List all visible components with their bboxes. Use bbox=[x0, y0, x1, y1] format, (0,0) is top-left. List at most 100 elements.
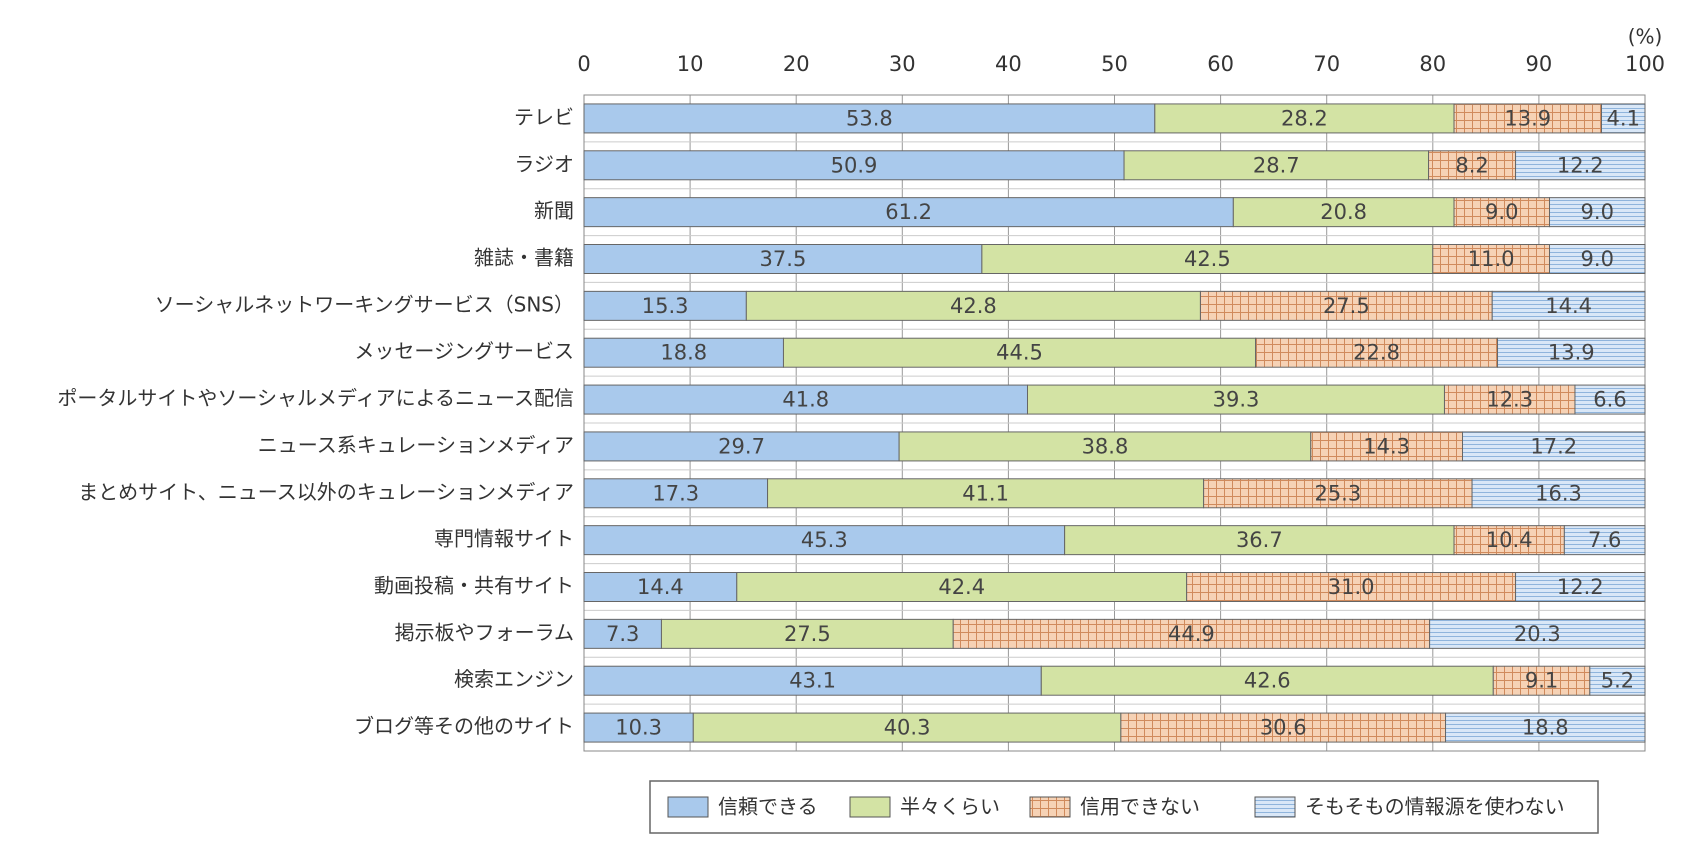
value-label: 8.2 bbox=[1455, 153, 1488, 177]
bar-segment bbox=[583, 384, 1028, 415]
bar-segment bbox=[583, 431, 900, 462]
bar-segment bbox=[1515, 572, 1646, 602]
value-label: 53.8 bbox=[846, 106, 893, 130]
bar-segment bbox=[745, 290, 1201, 321]
value-label: 30.6 bbox=[1260, 716, 1307, 740]
y-tick-label: メッセージングサービス bbox=[354, 339, 574, 363]
value-label: 39.3 bbox=[1213, 388, 1260, 412]
value-label: 18.8 bbox=[660, 341, 707, 365]
value-label: 28.2 bbox=[1281, 106, 1328, 130]
legend-label: 信頼できる bbox=[718, 795, 818, 819]
bar-segment bbox=[952, 618, 1431, 649]
value-label: 15.3 bbox=[642, 294, 689, 318]
plot-frame bbox=[583, 94, 1646, 752]
y-tick-label: まとめサイト、ニュース以外のキュレーションメディア bbox=[78, 480, 574, 504]
value-label: 14.4 bbox=[637, 575, 684, 599]
y-tick-label: 新聞 bbox=[534, 199, 574, 223]
bar-segment bbox=[1492, 665, 1591, 696]
x-tick-label: 40 bbox=[995, 52, 1022, 76]
legend-swatch bbox=[1029, 796, 1071, 818]
bar-segment bbox=[1123, 150, 1430, 181]
value-label: 14.4 bbox=[1545, 294, 1592, 318]
value-label: 41.8 bbox=[782, 388, 829, 412]
value-label: 11.0 bbox=[1468, 247, 1515, 271]
bar-segment bbox=[1589, 665, 1646, 696]
value-label: 13.9 bbox=[1548, 341, 1595, 365]
bar-segment bbox=[583, 665, 1042, 696]
legend-box bbox=[649, 780, 1599, 834]
bar-segment bbox=[1453, 197, 1551, 228]
value-label: 18.8 bbox=[1522, 716, 1569, 740]
legend-label: そもそもの情報源を使わない bbox=[1305, 795, 1565, 819]
value-label: 10.4 bbox=[1486, 528, 1533, 552]
bar-segment bbox=[767, 478, 1205, 509]
y-tick-label: ブログ等その他のサイト bbox=[354, 714, 574, 738]
bar-segment bbox=[981, 244, 1434, 274]
legend-swatch bbox=[849, 796, 891, 818]
y-tick-label: 雑誌・書籍 bbox=[474, 246, 574, 270]
bar-segment bbox=[1445, 712, 1646, 743]
bar-segment bbox=[736, 572, 1188, 602]
bar-segment bbox=[1310, 431, 1464, 462]
y-tick-label: ソーシャルネットワーキングサービス（SNS） bbox=[155, 292, 574, 316]
bar-segment bbox=[1255, 337, 1499, 368]
value-label: 25.3 bbox=[1314, 481, 1361, 505]
bar-segment bbox=[1203, 478, 1473, 509]
value-label: 37.5 bbox=[760, 247, 807, 271]
bar-segment bbox=[583, 103, 1156, 134]
value-label: 20.8 bbox=[1320, 200, 1367, 224]
x-tick-label: 20 bbox=[783, 52, 810, 76]
bar-segment bbox=[1232, 197, 1455, 228]
bar-segment bbox=[1462, 431, 1646, 462]
x-tick-label: 50 bbox=[1101, 52, 1128, 76]
bar-segment bbox=[692, 712, 1122, 743]
value-label: 36.7 bbox=[1236, 528, 1283, 552]
bar-segment bbox=[583, 337, 784, 368]
value-label: 16.3 bbox=[1535, 481, 1582, 505]
value-label: 6.6 bbox=[1593, 388, 1626, 412]
value-label: 17.2 bbox=[1530, 434, 1577, 458]
bar-segment bbox=[1574, 384, 1646, 415]
value-label: 9.0 bbox=[1485, 200, 1518, 224]
legend-label: 半々くらい bbox=[900, 795, 1000, 819]
bar-segment bbox=[1443, 384, 1576, 415]
bar-segment bbox=[1600, 103, 1646, 134]
bar-segment bbox=[898, 431, 1312, 462]
value-label: 27.5 bbox=[784, 622, 831, 646]
value-label: 9.1 bbox=[1525, 669, 1558, 693]
value-label: 7.6 bbox=[1588, 528, 1621, 552]
value-label: 50.9 bbox=[831, 153, 878, 177]
value-label: 9.0 bbox=[1581, 247, 1614, 271]
x-tick-label: 90 bbox=[1526, 52, 1553, 76]
bar-segment bbox=[583, 525, 1066, 556]
y-tick-label: 専門情報サイト bbox=[434, 527, 574, 551]
bar-segment bbox=[1064, 525, 1455, 556]
bar-segment bbox=[1563, 525, 1646, 556]
value-label: 9.0 bbox=[1581, 200, 1614, 224]
value-label: 27.5 bbox=[1323, 294, 1370, 318]
legend-swatch bbox=[667, 796, 709, 818]
value-label: 31.0 bbox=[1328, 575, 1375, 599]
bar-segment bbox=[1429, 618, 1646, 649]
value-label: 41.1 bbox=[962, 481, 1009, 505]
value-label: 43.1 bbox=[789, 669, 836, 693]
y-tick-label: ポータルサイトやソーシャルメディアによるニュース配信 bbox=[57, 386, 574, 410]
bar-segment bbox=[583, 618, 662, 649]
bar-segment bbox=[583, 712, 694, 743]
value-label: 38.8 bbox=[1082, 434, 1129, 458]
x-tick-label: 30 bbox=[889, 52, 916, 76]
value-label: 7.3 bbox=[606, 622, 639, 646]
value-label: 29.7 bbox=[718, 434, 765, 458]
y-tick-label: 掲示板やフォーラム bbox=[395, 620, 574, 644]
bar-segment bbox=[1549, 197, 1646, 228]
x-tick-label: 60 bbox=[1207, 52, 1234, 76]
y-tick-label: テレビ bbox=[514, 105, 574, 129]
value-label: 17.3 bbox=[652, 481, 699, 505]
bar-segment bbox=[1432, 244, 1551, 274]
value-label: 14.3 bbox=[1363, 434, 1410, 458]
x-tick-label: 80 bbox=[1419, 52, 1446, 76]
value-label: 44.5 bbox=[996, 341, 1043, 365]
bar-segment bbox=[583, 197, 1234, 228]
bar-segment bbox=[1040, 665, 1494, 696]
